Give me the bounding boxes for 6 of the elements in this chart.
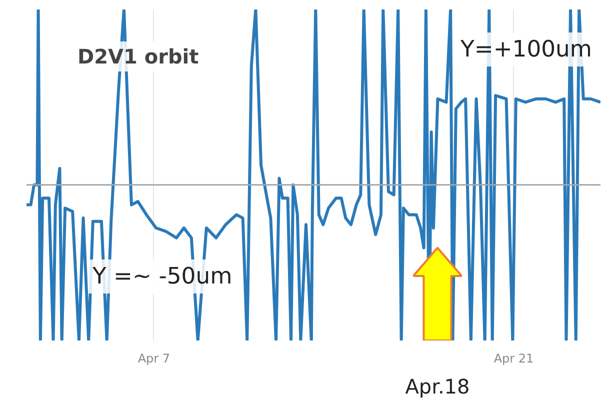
x-tick-label: Apr 21: [494, 352, 534, 366]
text: D2V1 orbit: [78, 44, 200, 68]
text: Apr.18: [405, 374, 470, 398]
annotation: Y=+100um: [460, 36, 592, 62]
annotation: Y =~ -50um: [92, 264, 232, 290]
x-tick-label: Apr 7: [138, 352, 170, 366]
